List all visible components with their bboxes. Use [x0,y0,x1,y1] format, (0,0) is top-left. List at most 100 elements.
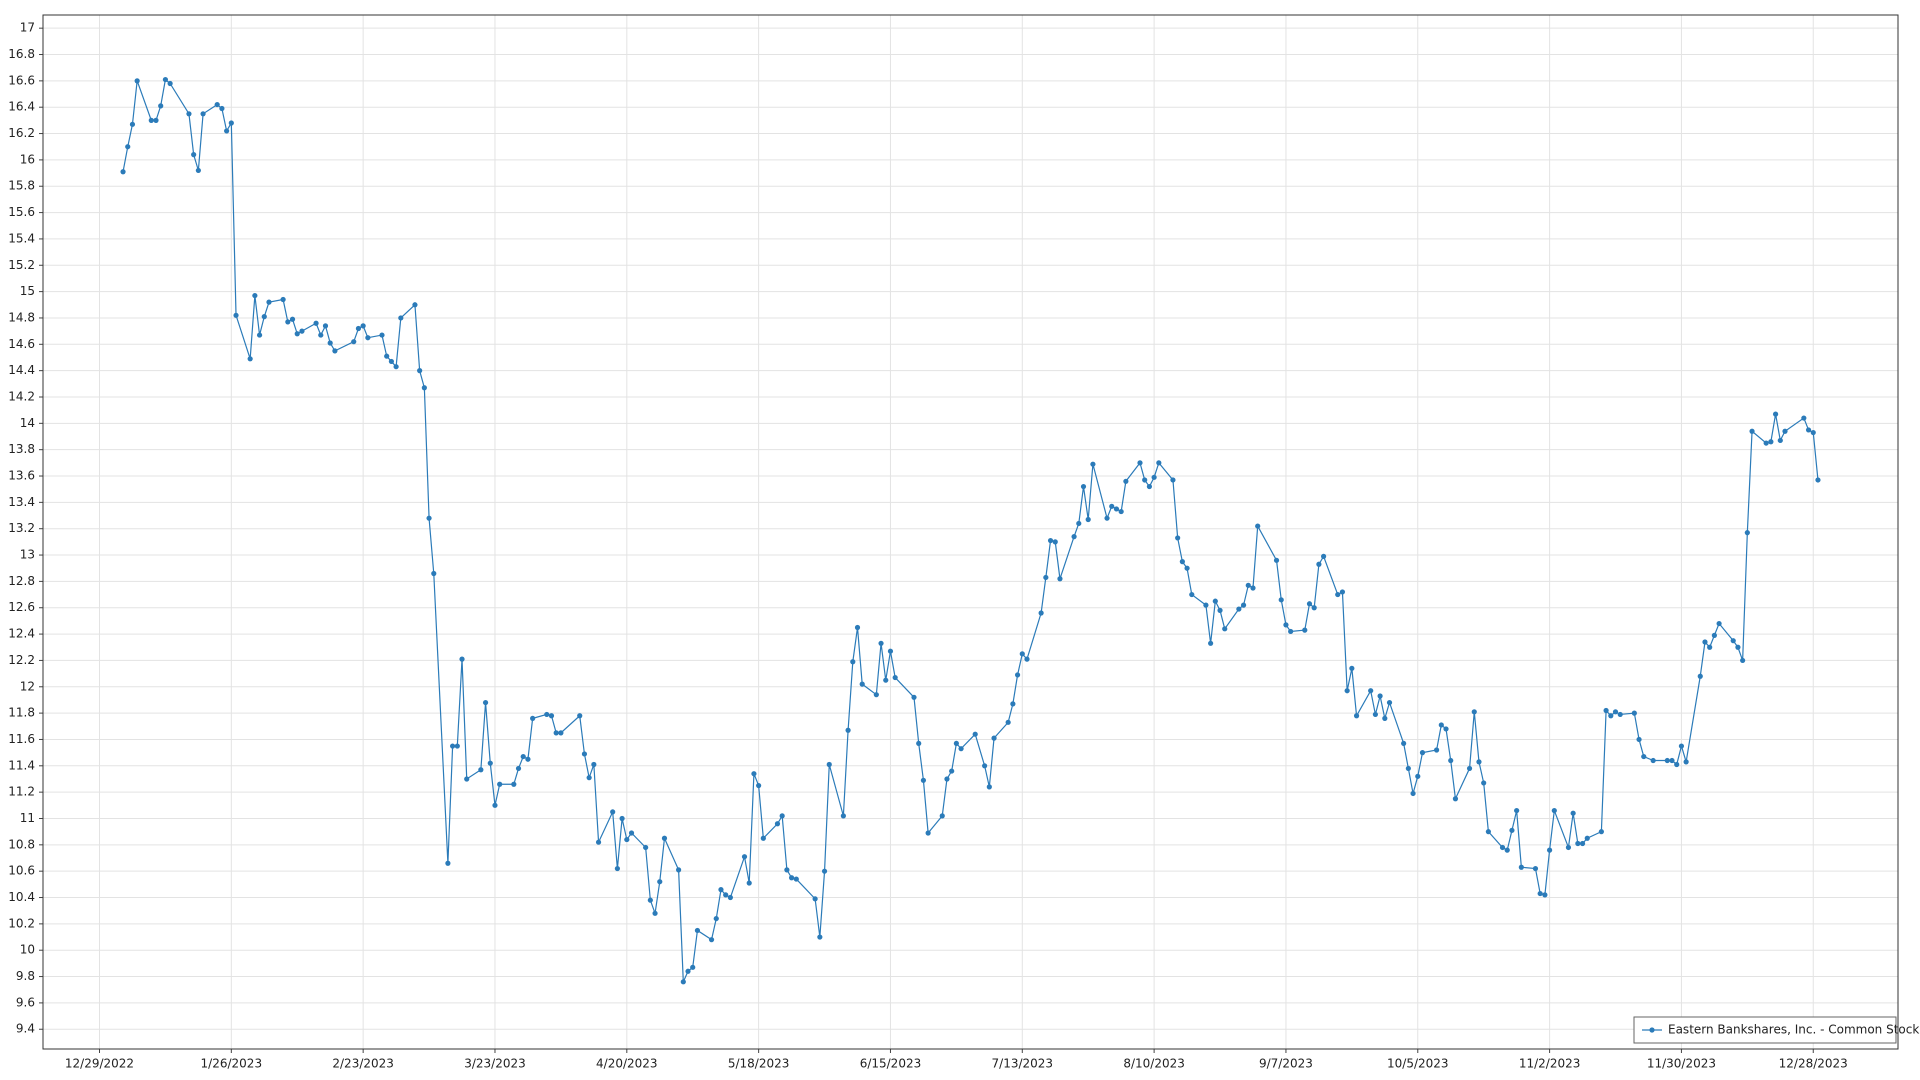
data-point [393,364,399,370]
data-point [675,867,682,873]
data-point [1805,427,1812,433]
data-point [1222,626,1228,632]
data-point [1542,892,1548,898]
data-point [1735,644,1741,650]
y-tick-label: 11.2 [8,785,35,799]
data-point [482,699,489,706]
y-tick-label: 12.6 [8,600,35,614]
x-tick-label: 4/20/2023 [596,1057,658,1071]
data-point [760,835,766,841]
data-point [1184,565,1190,571]
data-point [1142,477,1148,483]
y-tick-label: 11.8 [8,706,35,720]
data-point [421,385,427,391]
data-point [1217,607,1223,613]
data-point [1570,810,1576,816]
data-point [1113,506,1120,512]
data-point [280,296,286,303]
legend-marker [1649,1027,1655,1033]
data-point [1104,515,1110,521]
y-tick-label: 9.4 [16,1022,35,1036]
data-point [916,740,922,747]
data-point [1674,761,1680,768]
y-tick-label: 16.6 [8,73,35,87]
data-point [878,640,884,646]
data-point [497,781,503,787]
data-point [708,937,715,943]
data-point [1146,483,1153,490]
data-point [417,368,423,374]
y-tick-label: 14.2 [8,389,35,403]
data-point [1716,620,1722,627]
data-point [1250,585,1256,591]
y-tick-label: 12.8 [8,574,35,588]
data-point [1612,709,1619,715]
data-point [1278,597,1284,603]
data-point [1208,640,1214,646]
data-point [595,839,602,845]
y-tick-label: 15 [20,284,35,298]
data-point [1090,461,1096,467]
data-point [1452,796,1459,802]
data-point [859,681,865,687]
x-tick-label: 1/26/2023 [201,1057,263,1071]
data-point [1245,582,1251,588]
data-point [412,302,418,308]
data-point [741,854,748,860]
data-point [454,743,460,749]
data-point [652,910,658,916]
data-point [186,111,192,117]
data-point [289,316,296,322]
y-tick-label: 15.6 [8,205,35,219]
data-point [1749,428,1755,434]
data-point [200,111,206,117]
data-point [162,76,169,83]
data-point [261,314,267,320]
data-point [850,659,856,665]
data-point [1744,530,1750,536]
data-point [478,767,484,773]
y-tick-label: 10 [20,943,35,957]
y-tick-label: 11 [20,811,35,825]
data-point [153,117,159,123]
data-point [1236,606,1242,612]
data-point [746,880,752,886]
data-point [1057,576,1063,582]
y-tick-label: 9.6 [16,995,35,1009]
data-point [1080,483,1087,490]
data-point [492,802,498,808]
data-point [1546,847,1553,853]
data-point [718,887,724,893]
y-tick-label: 10.8 [8,837,35,851]
y-tick-label: 13 [20,548,35,562]
data-point [1179,559,1185,565]
data-point [1730,638,1736,644]
data-point [191,152,197,158]
data-point [826,761,832,768]
y-tick-label: 15.2 [8,258,35,272]
data-point [266,299,272,305]
data-point [1212,598,1218,604]
data-point [1019,651,1025,657]
data-point [647,897,653,903]
data-point [351,339,357,345]
data-point [1170,477,1176,483]
data-point [520,753,526,760]
y-tick-label: 17 [20,21,35,35]
data-point [680,979,686,985]
data-point [887,648,894,654]
data-point [1311,605,1317,611]
data-point [1316,561,1322,567]
data-point [1005,719,1011,725]
data-point [1368,688,1374,694]
data-point [727,894,733,901]
data-point [614,865,620,872]
data-point [643,844,649,851]
data-point [1377,693,1383,699]
y-tick-label: 10.2 [8,916,35,930]
data-point [953,740,959,747]
data-point [1485,829,1491,835]
data-point [1118,508,1124,515]
y-tick-label: 16 [20,152,35,166]
